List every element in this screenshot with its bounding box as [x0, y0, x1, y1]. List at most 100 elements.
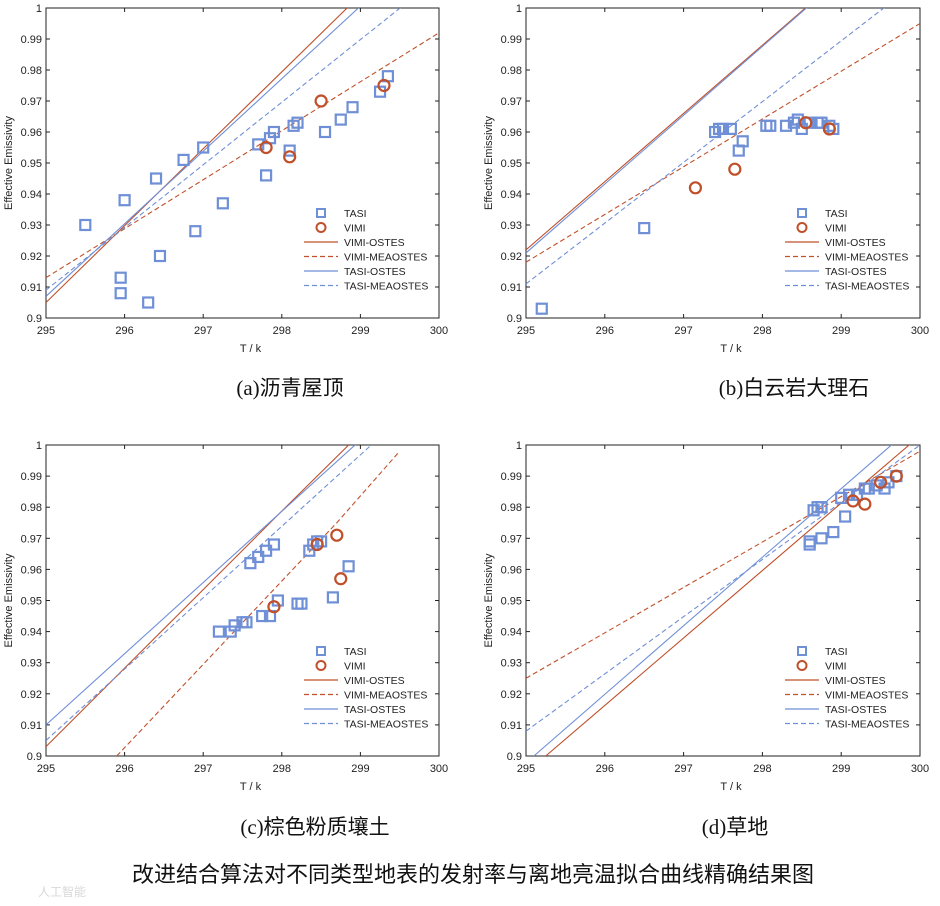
panel-a-tasi-point	[318, 125, 332, 139]
panel-a-xtick-label: 299	[351, 325, 369, 337]
panel-a-tasi-point	[189, 225, 202, 238]
panel-b-xlabel: T / k	[720, 343, 742, 355]
panel-b-caption: (b)白云岩大理石	[719, 376, 870, 400]
panel-a-vimi-meaostes-line	[46, 32, 439, 279]
panel-d-ytick-label: 0.99	[501, 471, 522, 483]
panel-c-tasi-point	[342, 560, 355, 573]
panel-c-legend: TASI VIMI VIMI-OSTES VIMI-MEAOSTES TASI-OSTE…	[304, 646, 428, 731]
panel-c-legend-vimi-label: VIMI	[344, 661, 366, 673]
panel-c-ytick-label: 0.92	[21, 689, 42, 701]
panel-b-plot-area	[526, 8, 920, 315]
panel-c-xtick-label: 300	[430, 763, 448, 775]
panel-a-xlabel: T / k	[240, 343, 262, 355]
panel-b-tasi-point	[815, 116, 828, 129]
panel-c-ytick-label: 0.93	[21, 658, 42, 670]
chart-panel-c: 295 296 297 298 299 300 0.9 0.91 0.92 0.93 0.94 0.9…	[3, 440, 448, 793]
panel-a-xtick-label: 295	[37, 325, 55, 337]
panel-c-ytick-label: 1	[36, 440, 42, 452]
panel-c-ytick-label: 0.98	[21, 502, 42, 514]
panel-c-legend-vimi-marker	[315, 660, 327, 671]
panel-d-tasi-point	[835, 491, 848, 504]
panel-b-tasi-point	[764, 119, 777, 132]
panel-c-legend-vimi-meaostes-label: VIMI-MEAOSTES	[344, 690, 427, 702]
panel-d-ylabel: Effective Emissivity	[483, 553, 495, 647]
panel-c-tasi-point	[315, 535, 328, 548]
panel-c-legend-tasi-label: TASI	[344, 646, 367, 658]
panel-d-xtick-label: 296	[596, 763, 614, 775]
panel-d-tasi-ostes-line	[533, 445, 893, 756]
panel-d-legend-vimi-meaostes-label: VIMI-MEAOSTES	[825, 690, 908, 702]
panel-b-ytick-label: 0.99	[501, 34, 522, 46]
panel-a-legend: TASI VIMI VIMI-OSTES VIMI-MEAOSTES TASI-OSTE…	[304, 208, 428, 293]
panel-a-caption: (a)沥青屋顶	[236, 376, 343, 400]
panel-a-plot-area	[46, 8, 439, 309]
panel-b-legend-tasi-marker	[797, 208, 807, 218]
panel-a-tasi-point	[291, 116, 304, 129]
panel-b-ytick-label: 0.91	[501, 282, 522, 294]
panel-c-plot-area	[46, 445, 401, 756]
panel-c-vimi-point	[310, 537, 324, 552]
panel-d-tasi-point	[862, 482, 875, 495]
panel-b-legend-tasi-meaostes-label: TASI-MEAOSTES	[825, 281, 909, 293]
panel-c-tasi-point	[240, 616, 253, 629]
panel-b-ytick-label: 0.94	[501, 189, 522, 201]
panel-a-vimi-point	[377, 78, 391, 93]
chart-panel-a: 295 296 297 298 299 300 0.9 0.91 0.92 0.93 0.94 0.9…	[3, 3, 448, 355]
panel-d-xtick-label: 297	[674, 763, 692, 775]
panel-a-ylabel: Effective Emissivity	[3, 116, 15, 210]
panel-a-tasi-point	[153, 249, 167, 263]
panel-c-ytick-label: 0.94	[21, 627, 42, 639]
panel-a-tasi-point	[259, 169, 273, 182]
panel-d-xlabel: T / k	[720, 781, 742, 793]
panel-b-tasi-point	[638, 222, 651, 235]
panel-b-ytick-label: 0.97	[501, 96, 522, 108]
panel-b-xtick-label: 299	[832, 325, 850, 337]
panel-d-plot-area	[526, 445, 920, 756]
panel-c-tasi-point	[259, 544, 273, 557]
panel-d-ytick-label: 0.94	[501, 627, 522, 639]
panel-a-vimi-point	[314, 94, 328, 108]
panel-b-legend-tasi-label: TASI	[825, 208, 848, 220]
panel-c-ytick-label: 0.96	[21, 564, 42, 576]
panel-d-legend-vimi-ostes-label: VIMI-OSTES	[825, 675, 886, 687]
panel-b-ytick-label: 0.92	[501, 251, 522, 263]
figure-caption: 改进结合算法对不同类型地表的发射率与离地亮温拟合曲线精确结果图	[132, 862, 814, 887]
panel-c-xtick-label: 296	[115, 763, 133, 775]
panel-c-tasi-point	[267, 538, 281, 551]
panel-b-xtick-label: 298	[753, 325, 771, 337]
panel-d-xtick-label: 298	[753, 763, 771, 775]
panel-b-vimi-point	[799, 116, 813, 130]
panel-a-tasi-point	[346, 101, 359, 114]
panel-b-tasi-ostes-line	[526, 8, 808, 254]
panel-a-tasi-point	[79, 218, 92, 232]
panel-a-xtick-label: 297	[194, 325, 212, 337]
chart-panels: 295 296 297 298 299 300 0.9 0.91 0.92 0.93 0.94 0.9…	[3, 3, 929, 793]
panel-a-xtick-label: 298	[273, 325, 291, 337]
panel-c-legend-vimi-ostes-label: VIMI-OSTES	[344, 675, 405, 687]
panel-d-legend-tasi-label: TASI	[825, 646, 848, 658]
panel-a-tasi-point	[252, 138, 265, 151]
panel-c-tasi-point	[326, 591, 339, 604]
panel-c-ylabel: Effective Emissivity	[3, 553, 15, 647]
panel-c-tasi-ostes-line	[46, 445, 356, 726]
panel-c-caption: (c)棕色粉质壤土	[240, 815, 389, 839]
panel-d-legend: TASI VIMI VIMI-OSTES VIMI-MEAOSTES TASI-OSTE…	[785, 646, 909, 731]
panel-d-xtick-label: 299	[832, 763, 850, 775]
panel-c-tasi-point	[256, 609, 269, 623]
panel-c-tasi-point	[228, 619, 241, 632]
panel-c-xtick-label: 299	[351, 763, 369, 775]
panel-b-ytick-label: 0.95	[501, 158, 522, 170]
panel-d-ytick-label: 0.97	[501, 533, 522, 545]
panel-d-ytick-label: 0.95	[501, 596, 522, 608]
panel-b-tasi-point	[779, 119, 793, 132]
panel-c-xtick-label: 295	[37, 763, 55, 775]
panel-d-tasi-point	[815, 501, 828, 514]
panel-c-vimi-point	[267, 600, 281, 614]
panel-a-tasi-point	[334, 113, 347, 126]
panel-c-xlabel: T / k	[240, 781, 262, 793]
panel-a-tasi-point	[216, 197, 229, 210]
panel-a-tasi-point	[142, 296, 155, 309]
panel-b-ytick-label: 0.9	[507, 313, 522, 325]
panel-a-tasi-point	[267, 125, 281, 139]
